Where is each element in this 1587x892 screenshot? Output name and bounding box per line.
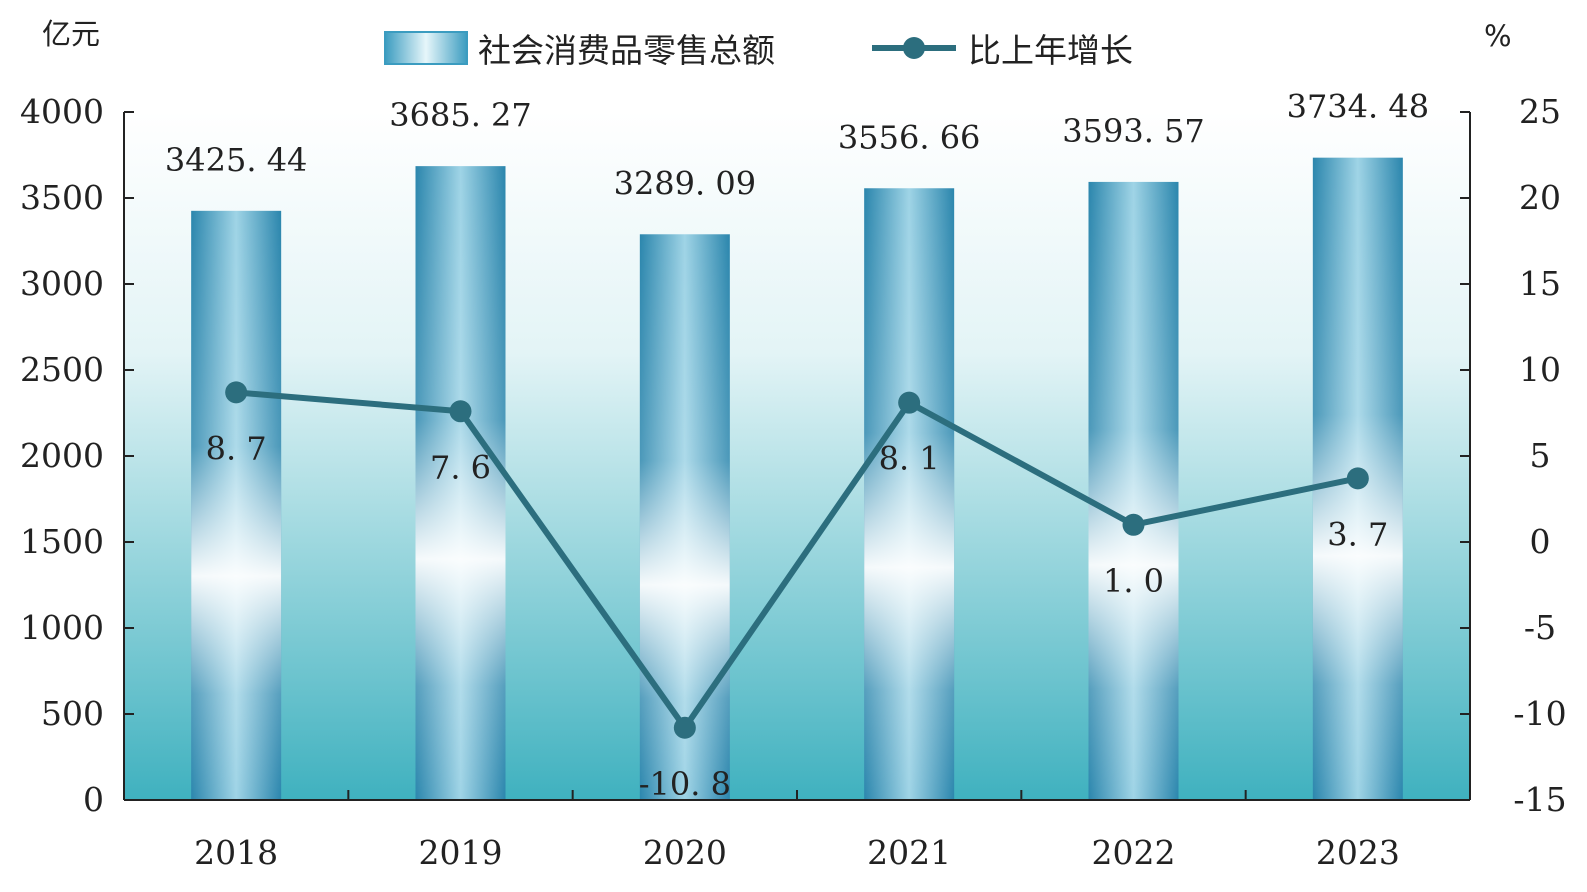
growth-value-label-2022: 1. 0 bbox=[1103, 562, 1164, 600]
growth-value-label-2018: 8. 7 bbox=[206, 429, 267, 467]
growth-point-2023 bbox=[1346, 467, 1369, 490]
x-tick-label-2023: 2023 bbox=[1316, 833, 1400, 872]
left-tick-label: 3500 bbox=[20, 178, 104, 217]
right-tick-label: 10 bbox=[1519, 350, 1561, 389]
left-tick-label: 1500 bbox=[20, 522, 104, 561]
x-tick-label-2019: 2019 bbox=[419, 833, 503, 872]
left-axis-unit: 亿元 bbox=[42, 17, 100, 51]
right-tick-label: -15 bbox=[1513, 780, 1566, 819]
legend: 社会消费品零售总额 比上年增长 bbox=[384, 31, 1133, 70]
right-tick-label: -10 bbox=[1513, 694, 1566, 733]
growth-value-label-2021: 8. 1 bbox=[879, 440, 940, 478]
legend-bar-swatch bbox=[384, 31, 468, 65]
legend-line-marker bbox=[903, 37, 925, 59]
bar-value-label-2022: 3593. 57 bbox=[1062, 112, 1205, 150]
left-tick-label: 2500 bbox=[20, 350, 104, 389]
left-tick-label: 2000 bbox=[20, 436, 104, 475]
x-tick-label-2020: 2020 bbox=[643, 833, 727, 872]
bars bbox=[191, 157, 1403, 801]
bar-highlight-2020 bbox=[639, 234, 730, 801]
bar-value-label-2020: 3289. 09 bbox=[614, 164, 757, 202]
bar-value-label-2018: 3425. 44 bbox=[165, 141, 308, 179]
axes: 0 500 1000 1500 2000 2500 3000 3500 4000 -15 -10 -5… bbox=[20, 92, 1567, 872]
growth-point-2018 bbox=[225, 381, 248, 404]
x-tick-label-2022: 2022 bbox=[1092, 833, 1176, 872]
left-tick-label: 3000 bbox=[20, 264, 104, 303]
growth-value-label-2019: 7. 6 bbox=[430, 448, 491, 486]
left-tick-label: 1000 bbox=[20, 608, 104, 647]
bar-highlight-2019 bbox=[415, 166, 506, 801]
right-tick-label: 5 bbox=[1530, 436, 1551, 475]
growth-polyline bbox=[235, 389, 1359, 731]
left-tick-label: 500 bbox=[41, 694, 104, 733]
growth-point-2020 bbox=[673, 716, 696, 739]
left-tick-label: 0 bbox=[83, 780, 104, 819]
bar-highlight-2018 bbox=[191, 210, 282, 800]
left-tick-label: 4000 bbox=[20, 92, 104, 131]
right-tick-label: 0 bbox=[1530, 522, 1551, 561]
bar-highlight-2022 bbox=[1088, 181, 1179, 801]
bar-value-label-2023: 3734. 48 bbox=[1287, 88, 1430, 126]
bar-highlight-2021 bbox=[864, 188, 955, 800]
plot-background bbox=[124, 112, 1470, 800]
growth-point-2019 bbox=[449, 400, 472, 423]
x-tick-label-2021: 2021 bbox=[867, 833, 951, 872]
growth-line bbox=[225, 381, 1369, 739]
x-tick-label-2018: 2018 bbox=[194, 833, 278, 872]
growth-point-2021 bbox=[898, 391, 921, 414]
growth-value-label-2020: -10. 8 bbox=[639, 765, 731, 803]
legend-line-label: 比上年增长 bbox=[968, 31, 1133, 70]
data-labels: 3425. 44 3685. 27 3289. 09 3556. 66 3593. 57… bbox=[165, 88, 1429, 803]
legend-bar-label: 社会消费品零售总额 bbox=[478, 31, 775, 70]
right-tick-label: -5 bbox=[1524, 608, 1556, 647]
right-tick-label: 20 bbox=[1519, 178, 1561, 217]
growth-value-label-2023: 3. 7 bbox=[1327, 515, 1388, 553]
right-tick-label: 25 bbox=[1519, 92, 1561, 131]
growth-point-2022 bbox=[1122, 513, 1145, 536]
bar-value-label-2021: 3556. 66 bbox=[838, 118, 981, 156]
right-tick-label: 15 bbox=[1519, 264, 1561, 303]
right-axis-unit: % bbox=[1484, 19, 1512, 53]
bar-value-label-2019: 3685. 27 bbox=[389, 96, 532, 134]
